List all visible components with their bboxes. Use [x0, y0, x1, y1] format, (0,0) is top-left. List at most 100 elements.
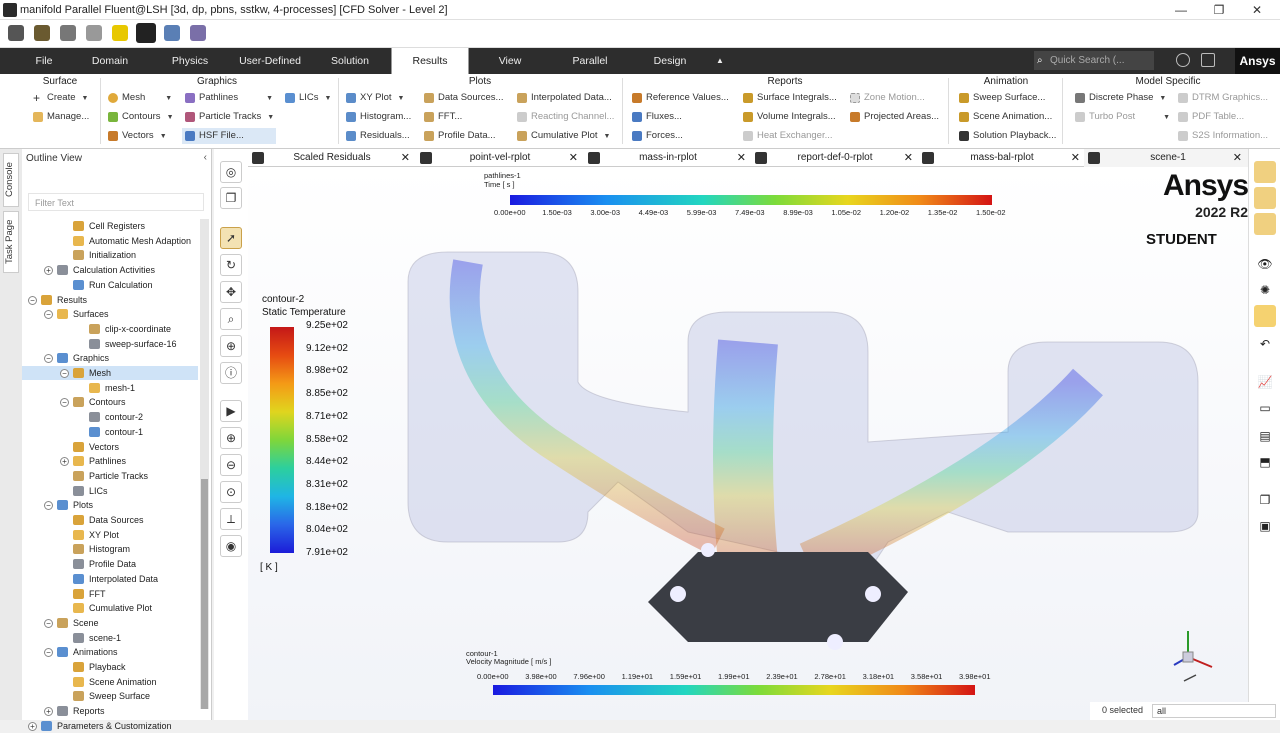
expand-toggle-icon[interactable]: −	[44, 648, 53, 658]
plots-interpolated-data-button[interactable]: Interpolated Data...	[517, 90, 612, 106]
maximize-button[interactable]: ❐	[1213, 3, 1225, 17]
graphics-mesh-button[interactable]: Mesh ▼	[108, 90, 172, 106]
tab-results[interactable]: Results	[391, 48, 469, 74]
lights-icon[interactable]: ✺	[1259, 283, 1271, 297]
outline-item[interactable]: + Reports	[22, 704, 198, 718]
expand-toggle-icon[interactable]: −	[60, 398, 69, 408]
zoom-box-icon[interactable]: ⊕	[220, 335, 242, 357]
reports-projected-areas-button[interactable]: Projected Areas...	[850, 109, 939, 125]
reload-icon[interactable]	[86, 25, 102, 41]
animation-solution-playback-button[interactable]: Solution Playback...	[959, 128, 1056, 144]
tab-user-defined[interactable]: User-Defined	[239, 55, 301, 67]
tab-parallel[interactable]: Parallel	[572, 55, 608, 67]
reports-fluxes-button[interactable]: Fluxes...	[632, 109, 682, 125]
outline-item[interactable]: − Graphics	[22, 351, 198, 365]
tab-physics[interactable]: Physics	[171, 55, 209, 67]
animation-sweep-surface-button[interactable]: Sweep Surface...	[959, 90, 1045, 106]
reports-heat-exchanger-button[interactable]: Heat Exchanger...	[743, 128, 833, 144]
outline-item[interactable]: + Pathlines	[22, 454, 198, 468]
tab-solution[interactable]: Solution	[331, 55, 369, 67]
expand-toggle-icon[interactable]: −	[44, 310, 53, 320]
notes-icon[interactable]	[1201, 53, 1215, 67]
tab-point-vel-rplot[interactable]: point-vel-rplot ✕	[416, 149, 584, 167]
copy-image-icon[interactable]: ❐	[1259, 493, 1271, 507]
outline-item[interactable]: Scene Animation	[22, 675, 198, 689]
expand-toggle-icon[interactable]: +	[44, 707, 53, 717]
plots-reacting-channel-button[interactable]: Reacting Channel...	[517, 109, 614, 125]
pointer-icon[interactable]: ➚	[220, 227, 242, 249]
graphics-pathlines-button[interactable]: Pathlines ▼	[185, 90, 273, 106]
reports-surface-integrals-button[interactable]: Surface Integrals...	[743, 90, 837, 106]
tab-mass-bal-rplot[interactable]: mass-bal-rplot ✕	[918, 149, 1086, 167]
outline-item[interactable]: − Surfaces	[22, 307, 198, 321]
plots-data-sources-button[interactable]: Data Sources...	[424, 90, 503, 106]
tab-view[interactable]: View	[498, 55, 522, 67]
selection-filter-dropdown[interactable]: all	[1152, 704, 1276, 718]
reports-forces-button[interactable]: Forces...	[632, 128, 683, 144]
report-icon[interactable]: ▤	[1259, 429, 1271, 443]
quick-search-input[interactable]: ⌕ Quick Search (...	[1034, 51, 1154, 70]
parallel-icon[interactable]	[112, 25, 128, 41]
mesh-display-icon[interactable]: ◎	[220, 161, 242, 183]
surface-manage-button[interactable]: Manage...	[33, 109, 89, 125]
reports-reference-values-button[interactable]: Reference Values...	[632, 90, 729, 106]
outline-item[interactable]: Profile Data	[22, 557, 198, 571]
outline-item[interactable]: FFT	[22, 587, 198, 601]
tab-scene-1[interactable]: scene-1 ✕	[1084, 149, 1248, 167]
outline-item[interactable]: Initialization	[22, 248, 198, 262]
rotate-icon[interactable]: ↻	[220, 254, 242, 276]
plots-histogram-button[interactable]: Histogram...	[346, 109, 411, 125]
outline-item[interactable]: clip-x-coordinate	[22, 322, 198, 336]
outline-item[interactable]: XY Plot	[22, 528, 198, 542]
plots-residuals-button[interactable]: Residuals...	[346, 128, 410, 144]
filter-text-input[interactable]: Filter Text	[28, 193, 204, 211]
outline-item[interactable]: − Scene	[22, 616, 198, 630]
outline-item[interactable]: scene-1	[22, 631, 198, 645]
fit-icon[interactable]: ▶	[220, 400, 242, 422]
plots-cumulative-plot-button[interactable]: Cumulative Plot ▼	[517, 128, 610, 144]
save-icon[interactable]	[60, 25, 76, 41]
collapse-ribbon-icon[interactable]: ▲	[716, 56, 724, 65]
outline-item[interactable]: sweep-surface-16	[22, 337, 198, 351]
outline-item[interactable]: Particle Tracks	[22, 469, 198, 483]
edge-display-icon[interactable]	[1254, 187, 1276, 209]
expand-toggle-icon[interactable]: −	[60, 369, 69, 378]
outline-item[interactable]: mesh-1	[22, 381, 198, 395]
zoom-out-icon[interactable]: ⊖	[220, 454, 242, 476]
new-icon[interactable]	[8, 25, 24, 41]
tab-mass-in-rplot[interactable]: mass-in-rplot ✕	[584, 149, 752, 167]
animation-scene-animation-button[interactable]: Scene Animation...	[959, 109, 1052, 125]
outline-item[interactable]: + Parameters & Customization	[22, 719, 198, 733]
outline-item[interactable]: Interpolated Data	[22, 572, 198, 586]
outline-item[interactable]: − Animations	[22, 645, 198, 659]
open-icon[interactable]	[34, 25, 50, 41]
tab-task-page[interactable]: Task Page	[3, 211, 19, 273]
scrollbar-thumb[interactable]	[201, 479, 208, 709]
view-icon[interactable]: ◉	[220, 535, 242, 557]
tab-report-def-0-rplot[interactable]: report-def-0-rplot ✕	[751, 149, 919, 167]
graphics-viewport[interactable]: pathlines-1 Time [ s ] 0.00e+00 1.50e-03 3…	[248, 167, 1248, 720]
model-discrete-phase-button[interactable]: Discrete Phase ▼	[1075, 90, 1166, 106]
reports-volume-integrals-button[interactable]: Volume Integrals...	[743, 109, 836, 125]
outline-item[interactable]: Automatic Mesh Adaption	[22, 234, 198, 248]
graphics-particle-tracks-button[interactable]: Particle Tracks ▼	[185, 109, 274, 125]
tab-domain[interactable]: Domain	[91, 55, 129, 67]
outline-item[interactable]: LICs	[22, 484, 198, 498]
reports-zone-motion-button[interactable]: Zone Motion...	[850, 90, 925, 106]
outline-item[interactable]: − Results	[22, 293, 198, 307]
model-pdf-table-button[interactable]: PDF Table...	[1178, 109, 1244, 125]
graphics-lics-button[interactable]: LICs ▼	[285, 90, 331, 106]
probe-icon[interactable]: ⓘ	[220, 362, 242, 384]
tab-file[interactable]: File	[35, 55, 53, 67]
graphics-hsf-file-button[interactable]: HSF File...	[182, 128, 276, 144]
outline-item[interactable]: Data Sources	[22, 513, 198, 527]
pan-icon[interactable]: ✥	[220, 281, 242, 303]
expand-toggle-icon[interactable]: −	[44, 618, 53, 628]
outline-item[interactable]: − Contours	[22, 395, 198, 409]
surface-display-icon[interactable]	[1254, 161, 1276, 183]
surface-create-button[interactable]: + Create ▼	[33, 91, 89, 105]
outline-item[interactable]: − Mesh	[22, 366, 198, 380]
collapse-panel-icon[interactable]: ‹	[203, 152, 207, 163]
help-icon[interactable]	[1176, 53, 1190, 67]
zoom-icon[interactable]: ⌕	[220, 308, 242, 330]
